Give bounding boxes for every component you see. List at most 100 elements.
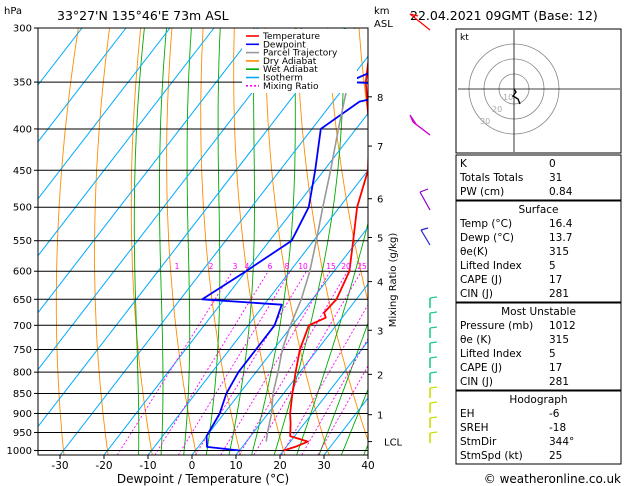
wind-barb [409,13,419,17]
pressure-tick-label: 400 [13,124,32,135]
index-key: PW (cm) [460,186,504,198]
wet-adiabat-line [296,221,368,455]
wind-barb [429,326,438,329]
altitude-tick-label: 3 [377,326,383,337]
index-value: 16.4 [549,218,573,230]
section-title: Most Unstable [501,306,576,318]
wind-barb [409,114,417,125]
mixing-ratio-line [116,270,233,455]
index-box [455,302,622,391]
wind-barb [429,296,438,299]
series-parcel-trajectory [265,28,356,442]
pressure-tick-label: 750 [13,345,32,356]
wind-barb [429,401,438,404]
index-value: 315 [549,334,569,346]
section-most-unstable: Most Unstable Pressure (mb) 1012 θe (K) 315 L… [455,302,622,391]
index-value: 31 [549,172,562,184]
index-value: 17 [549,362,562,374]
mixing-ratio-lines [116,270,368,455]
index-box [455,154,622,201]
plot-frame [37,27,369,456]
pressure-tick-label: 1000 [7,446,32,457]
pressure-tick-label: 700 [13,321,32,332]
hodograph-ring-label: 20 [492,105,502,114]
index-key: EH [460,408,475,420]
wind-barbs [409,13,438,443]
temperature-axis: -30 -20 -10 0 10 20 30 40 [51,455,375,472]
isotherm-line [279,340,368,455]
pressure-tick-label: 350 [13,78,32,89]
wet-adiabat-line [159,28,167,455]
index-value: 1012 [549,320,576,332]
wind-barb [409,13,431,31]
mixing-ratio-label: 6 [268,262,273,271]
index-key: K [460,158,468,170]
x-tick-label: -30 [51,460,68,472]
dry-adiabat-line [264,28,330,455]
wind-barb [419,188,429,193]
hodograph-ring-label: 10 [503,93,513,102]
legend-label: Isotherm [263,74,303,84]
isotherm-line [235,283,368,455]
index-value: 25 [549,450,562,462]
pressure-tick-label: 850 [13,389,32,400]
mixing-ratio-line [220,270,331,455]
hodograph-ring-label: 30 [480,117,490,126]
wind-barb [429,341,438,344]
pressure-tick-label: 900 [13,409,32,420]
x-tick-label: 20 [273,460,286,472]
index-key: StmSpd (kt) [460,450,523,462]
isotherm-line [191,226,368,455]
wet-adiabat-line [205,28,221,455]
x-tick-label: 30 [317,460,330,472]
series-temperature [283,56,368,452]
legend-box [242,29,357,93]
index-value: 281 [549,376,569,388]
mixing-ratio-label: 4 [245,262,250,271]
dry-adiabat-line [233,28,286,455]
x-tick-label: -20 [95,460,112,472]
mixing-ratio-axis-label: Mixing Ratio (g/kg) [388,233,399,328]
index-value: 344° [549,436,574,448]
mixing-ratio-line [253,270,362,455]
pressure-tick-label: 300 [13,24,32,35]
mixing-ratio-label: 20 [341,262,351,271]
index-value: -6 [549,408,560,420]
pressure-axis: 300 350 400 450 500 550 600 650 700 750 800 850 900 9… [7,24,38,457]
pressure-tick-label: 550 [13,236,32,247]
series-dewpoint [201,72,368,452]
x-tick-label: -10 [139,460,156,472]
wind-barb [429,416,438,419]
hodograph-frame [455,28,622,154]
legend-label: Wet Adiabat [263,65,318,75]
legend-label: Mixing Ratio [263,82,319,92]
index-key: CIN (J) [460,288,493,300]
pressure-tick-label: 950 [13,428,32,439]
index-key: CAPE (J) [460,274,502,286]
wind-barb [429,386,438,389]
isobars [38,28,368,451]
dry-adiabat-line [55,28,79,455]
isotherm-line [38,28,347,428]
wet-adiabat-line [318,321,368,455]
altitude-tick-label: 4 [377,278,383,289]
index-key: CAPE (J) [460,362,502,374]
altitude-tick-label: 7 [377,142,383,153]
pressure-tick-label: 650 [13,295,32,306]
index-value: 17 [549,274,562,286]
index-key: Lifted Index [460,260,522,272]
wet-adiabat-line [133,28,145,455]
mixing-ratio-line [238,270,348,455]
altitude-tick-label: LCL [384,438,403,449]
altitude-tick-label: 5 [377,233,383,244]
index-key: StmDir [460,436,497,448]
dry-adiabat-line [94,28,110,455]
index-key: Lifted Index [460,348,522,360]
mixing-ratio-label: 3 [233,262,238,271]
index-key: Totals Totals [459,172,523,184]
mixing-ratio-label: 25 [357,262,367,271]
hodograph-trace [511,88,521,105]
index-box [455,200,622,303]
x-tick-label: 0 [189,460,196,472]
